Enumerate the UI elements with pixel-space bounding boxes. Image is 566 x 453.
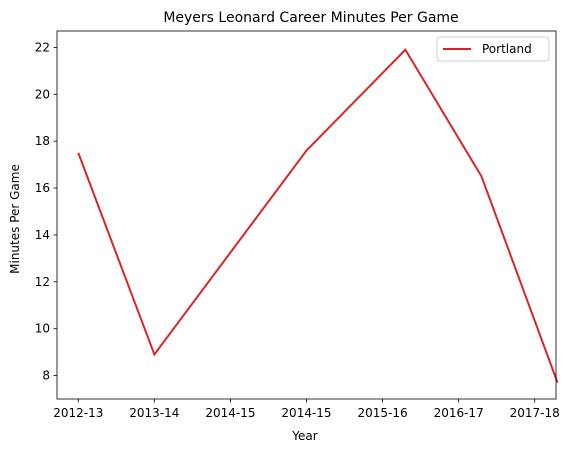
x-tick-label: 2017-18 [510,406,560,420]
y-tick-label: 22 [35,40,50,54]
y-tick-label: 14 [35,228,50,242]
axes: 8 10 12 14 16 18 20 22 2012-13 2013-14 2014-15 2014… [35,30,560,420]
x-tick-label: 2014-15 [205,406,255,420]
x-tick-label: 2016-17 [434,406,484,420]
y-tick-label: 8 [42,369,50,383]
chart-title: Meyers Leonard Career Minutes Per Game [163,10,458,26]
y-axis-label: Minutes Per Game [8,164,22,274]
plot-area [77,48,559,383]
legend-box [436,36,550,62]
legend-label: Portland [482,42,532,56]
series-line-portland [77,48,559,383]
x-tick-label: 2013-14 [129,406,179,420]
x-tick-label: 2015-16 [357,406,407,420]
y-tick-label: 18 [35,134,50,148]
y-tick-label: 16 [35,181,50,195]
y-tick-label: 10 [35,322,50,336]
y-tick-label: 12 [35,275,50,289]
y-tick-label: 20 [35,87,50,101]
x-tick-label: 2012-13 [53,406,103,420]
x-axis-label: Year [291,429,317,443]
plot-frame [56,30,557,400]
x-tick-label: 2014-15 [281,406,331,420]
legend: Portland [436,36,550,62]
